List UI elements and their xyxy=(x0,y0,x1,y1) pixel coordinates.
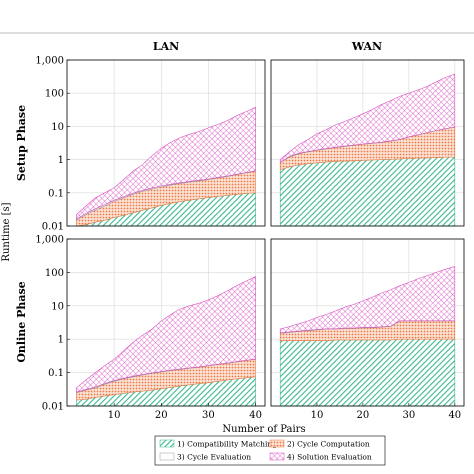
legend-swatch-cycle-evaluation xyxy=(159,452,175,461)
y-tick-label: 10 xyxy=(51,301,64,312)
y-tick-label: 1 xyxy=(58,155,64,166)
area-solution-evaluation xyxy=(76,276,256,393)
row-title-online: Online Phase xyxy=(15,281,28,362)
legend: 1) Compatibility Matching 2) Cycle Compu… xyxy=(154,435,386,466)
panel-frame xyxy=(66,59,266,227)
x-axis-label: Number of Pairs xyxy=(222,424,305,435)
x-tick-label: 30 xyxy=(202,410,215,421)
area-solution-evaluation xyxy=(76,106,256,220)
panel-lan-online: 0.01 0.1 1 10 100 1,000 10 20 30 40 xyxy=(35,235,266,421)
y-tick-label: 1,000 xyxy=(35,235,64,246)
y-tick-label: 1 xyxy=(58,335,64,346)
panel-frame xyxy=(66,238,266,407)
column-title-lan: LAN xyxy=(153,40,179,53)
legend-label-cycle-evaluation: 3) Cycle Evaluation xyxy=(177,453,251,462)
legend-swatch-cycle-computation xyxy=(269,439,285,448)
y-axis-label: Runtime [s] xyxy=(1,202,12,261)
area-solution-evaluation xyxy=(279,73,456,164)
y-tick-label: 100 xyxy=(45,89,64,100)
panel-wan-setup xyxy=(270,59,465,227)
y-tick-label: 1,000 xyxy=(35,56,64,67)
legend-swatch-solution-evaluation xyxy=(269,452,285,461)
area-compatibility-matching xyxy=(279,338,456,407)
area-compatibility-matching xyxy=(279,156,456,227)
legend-label-solution-evaluation: 4) Solution Evaluation xyxy=(287,453,372,462)
legend-label-cycle-computation: 2) Cycle Computation xyxy=(287,440,370,449)
x-tick-label: 10 xyxy=(311,410,324,421)
y-tick-label: 0.1 xyxy=(48,368,64,379)
x-tick-label: 10 xyxy=(108,410,121,421)
x-tick-label: 30 xyxy=(402,410,415,421)
x-tick-label: 40 xyxy=(448,410,461,421)
legend-label-compatibility: 1) Compatibility Matching xyxy=(177,440,277,449)
x-tick-label: 40 xyxy=(249,410,262,421)
legend-swatch-compatibility xyxy=(159,439,175,448)
y-tick-label: 10 xyxy=(51,122,64,133)
panel-frame xyxy=(270,238,465,407)
y-tick-label: 0.1 xyxy=(48,188,64,199)
x-tick-label: 20 xyxy=(357,410,370,421)
panel-lan-setup: 0.01 0.1 1 10 100 1,000 xyxy=(35,56,266,233)
panel-frame xyxy=(270,59,465,227)
row-title-setup: Setup Phase xyxy=(15,105,28,181)
y-tick-label: 100 xyxy=(45,268,64,279)
column-title-wan: WAN xyxy=(351,40,382,53)
area-solution-evaluation xyxy=(279,266,456,334)
y-tick-label: 0.01 xyxy=(42,222,64,233)
x-tick-label: 20 xyxy=(155,410,168,421)
y-tick-label: 0.01 xyxy=(42,402,64,413)
panel-wan-online: 10 20 30 40 xyxy=(270,238,465,421)
